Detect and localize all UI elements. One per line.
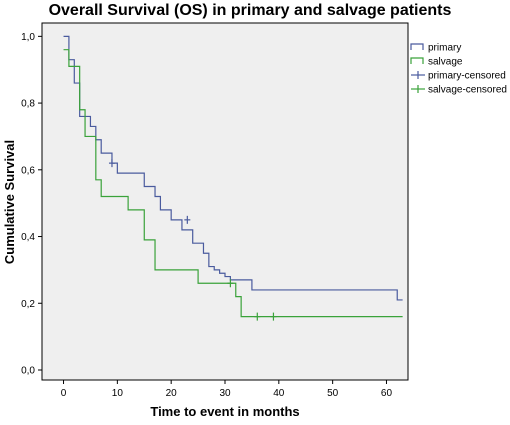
x-tick-label: 50: [327, 388, 339, 399]
legend-item-primary-censored: primary-censored: [411, 71, 506, 82]
legend-label: primary-censored: [428, 71, 506, 82]
series-primary: [63, 35, 403, 301]
legend-swatch: [410, 57, 424, 64]
primary-censored-mark: [184, 215, 191, 224]
legend-label: salvage-censored: [428, 85, 507, 96]
chart-title: Overall Survival (OS) in primary and sal…: [49, 2, 452, 19]
salvage-censored-mark: [254, 312, 261, 321]
x-tick-label: 60: [381, 388, 393, 399]
y-tick-label: 0,4: [21, 232, 35, 243]
salvage-censored-mark: [270, 312, 277, 321]
x-tick-label: 20: [166, 388, 178, 399]
legend-label: primary: [428, 43, 461, 54]
y-axis: 0,0 0,2 0,4 0,6 0,8 1,0: [21, 32, 42, 376]
censor-layer: [108, 159, 277, 321]
x-axis-title: Time to event in months: [150, 404, 299, 419]
y-tick-label: 0,6: [21, 165, 35, 176]
y-tick-label: 0,0: [21, 365, 35, 376]
x-axis: 0 10 20 30 40 50 60: [61, 380, 393, 399]
legend-swatch: [410, 43, 424, 50]
series-layer: [63, 35, 403, 318]
x-tick-label: 10: [112, 388, 124, 399]
series-salvage: [63, 49, 403, 318]
primary-censored-mark: [108, 159, 115, 168]
legend-item-salvage-censored: salvage-censored: [411, 85, 507, 96]
legend-item-salvage: salvage: [410, 57, 463, 68]
legend-item-primary: primary: [410, 43, 461, 54]
y-axis-title: Cumulative Survival: [2, 140, 17, 264]
salvage-censored-mark: [227, 279, 234, 288]
y-tick-label: 0,2: [21, 299, 35, 310]
x-tick-label: 0: [61, 388, 67, 399]
y-tick-label: 1,0: [21, 32, 35, 43]
legend: primary salvage primary-censored salvage-ce…: [410, 43, 507, 96]
x-tick-label: 40: [273, 388, 285, 399]
legend-label: salvage: [428, 57, 463, 68]
y-tick-label: 0,8: [21, 99, 35, 110]
plot-area: [41, 22, 409, 381]
x-tick-label: 30: [219, 388, 231, 399]
